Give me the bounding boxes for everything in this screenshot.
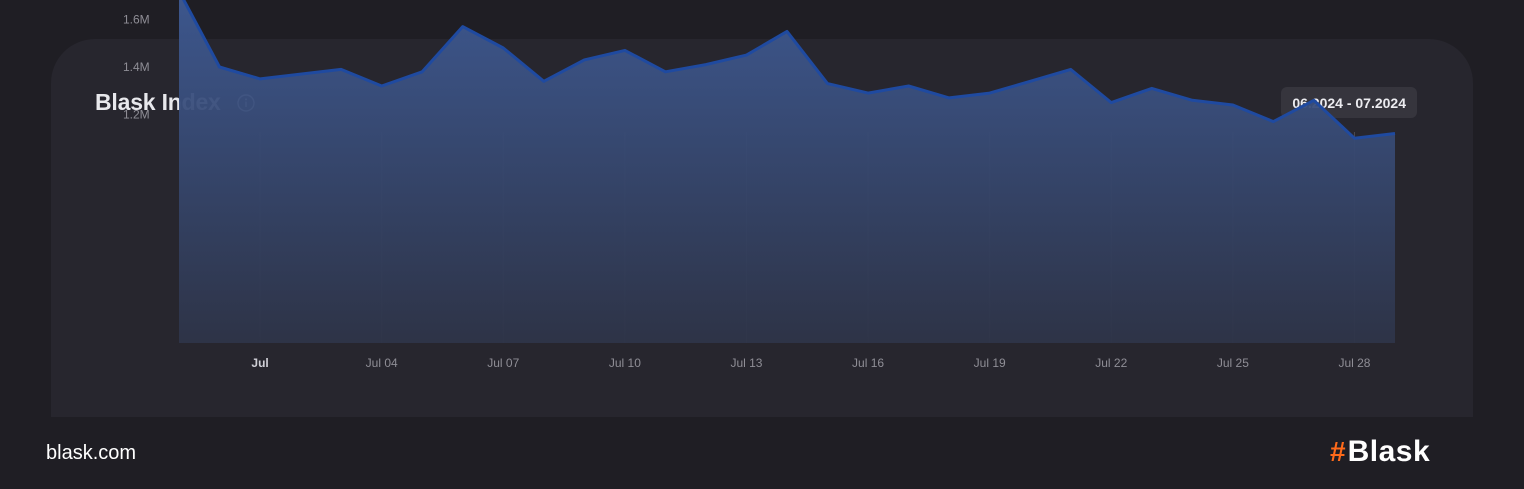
x-tick-label: Jul 13 — [730, 356, 762, 370]
data-point[interactable] — [947, 96, 951, 100]
data-point[interactable] — [1271, 120, 1275, 124]
data-point[interactable] — [1190, 98, 1194, 102]
data-point[interactable] — [1352, 136, 1356, 140]
series-line — [182, 0, 1396, 140]
x-tick-label: Jul 07 — [487, 356, 519, 370]
logo-hash-icon: # — [1330, 436, 1346, 467]
x-tick-label: Jul 19 — [974, 356, 1006, 370]
data-point[interactable] — [907, 84, 911, 88]
data-point[interactable] — [1150, 86, 1154, 90]
data-point[interactable] — [258, 77, 262, 81]
data-point[interactable] — [299, 72, 303, 76]
data-point[interactable] — [866, 91, 870, 95]
data-point[interactable] — [582, 58, 586, 62]
footer-url[interactable]: blask.com — [46, 442, 137, 464]
data-point[interactable] — [501, 46, 505, 50]
data-point[interactable] — [1028, 79, 1032, 83]
data-point[interactable] — [1231, 103, 1235, 107]
x-tick-label: Jul 10 — [609, 356, 641, 370]
data-point[interactable] — [826, 82, 830, 86]
data-point[interactable] — [1109, 101, 1113, 105]
data-point[interactable] — [218, 65, 222, 69]
data-point[interactable] — [1312, 98, 1316, 102]
data-point[interactable] — [623, 48, 627, 52]
x-tick-label: Jul 25 — [1217, 356, 1249, 370]
x-tick-label: Jul 16 — [852, 356, 884, 370]
data-point[interactable] — [1393, 132, 1397, 136]
x-tick-label: Jul 22 — [1095, 356, 1127, 370]
data-point[interactable] — [542, 79, 546, 83]
blask-logo: # Blask — [1330, 437, 1430, 467]
series-area — [179, 0, 1395, 343]
data-point[interactable] — [420, 70, 424, 74]
x-tick-label: Jul 04 — [366, 356, 398, 370]
y-tick-label: 1.2M — [123, 108, 150, 122]
x-tick-label: Jul 28 — [1338, 356, 1370, 370]
data-point[interactable] — [339, 67, 343, 71]
data-point[interactable] — [461, 25, 465, 29]
data-point[interactable] — [785, 29, 789, 33]
logo-text: Blask — [1347, 435, 1431, 468]
data-point[interactable] — [744, 53, 748, 57]
data-point[interactable] — [704, 63, 708, 67]
data-point[interactable] — [988, 91, 992, 95]
data-point[interactable] — [380, 84, 384, 88]
data-point[interactable] — [663, 70, 667, 74]
y-tick-label: 1.4M — [123, 60, 150, 74]
y-tick-label: 1.6M — [123, 13, 150, 27]
x-tick-label: Jul — [251, 356, 268, 370]
data-point[interactable] — [1069, 67, 1073, 71]
